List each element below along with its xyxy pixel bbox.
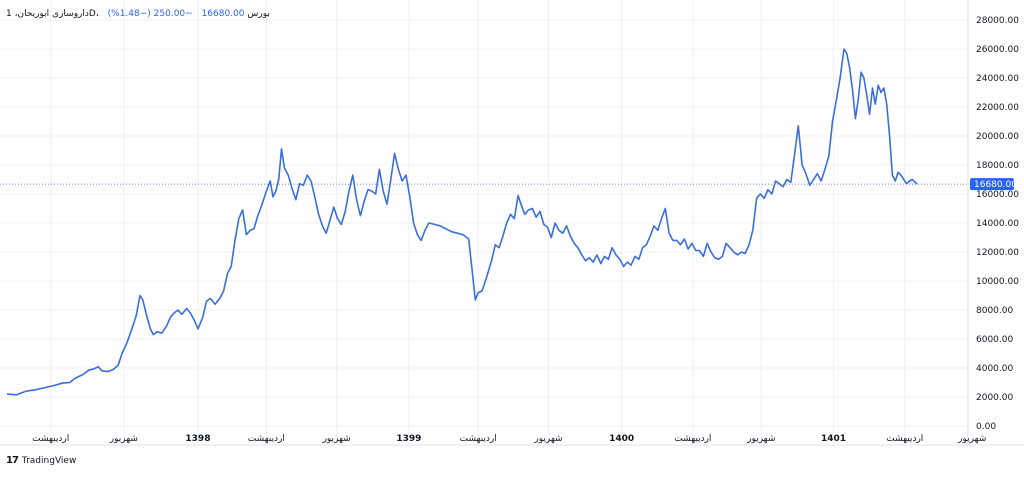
- x-tick-label: 1400: [609, 434, 634, 444]
- x-tick-label: شهریور: [746, 434, 775, 444]
- y-tick-label: 24000.00: [976, 74, 1019, 84]
- x-tick-label: اردیبهشت: [886, 434, 923, 444]
- y-tick-label: 16000.00: [976, 190, 1019, 200]
- y-tick-label: 6000.00: [976, 335, 1013, 345]
- last-price-badge: [970, 178, 1014, 191]
- tradingview-branding[interactable]: 17 TradingView: [6, 455, 76, 466]
- y-tick-label: 12000.00: [976, 248, 1019, 258]
- price-series-line: [6, 48, 918, 396]
- legend-change: −250.00 (−1.48%): [107, 9, 193, 19]
- x-tick-label: 1399: [396, 434, 421, 444]
- x-tick-label: 1398: [185, 434, 210, 444]
- x-axis: اردیبهشت شهریور 1398 اردیبهشت شهریور 1399 اردی…: [32, 434, 986, 444]
- x-tick-label: 1401: [821, 434, 846, 444]
- y-tick-label: 8000.00: [976, 306, 1013, 316]
- x-tick-label: شهریور: [533, 434, 562, 444]
- y-tick-label: 20000.00: [976, 132, 1019, 142]
- x-tick-label: شهریور: [322, 434, 351, 444]
- y-tick-label: 28000.00: [976, 16, 1019, 26]
- y-tick-label: 18000.00: [976, 161, 1019, 171]
- tradingview-logo-icon: 17: [6, 455, 19, 466]
- x-tick-label: شهریور: [109, 434, 138, 444]
- x-tick-label: اردیبهشت: [32, 434, 69, 444]
- x-tick-label: شهریور: [957, 434, 986, 444]
- x-tick-label: اردیبهشت: [674, 434, 711, 444]
- y-tick-label: 14000.00: [976, 219, 1019, 229]
- y-tick-label: 2000.00: [976, 393, 1013, 403]
- chart-legend: داروسازی ابوریحان، 1D، بورس 16680.00 −25…: [6, 9, 270, 19]
- x-tick-label: اردیبهشت: [460, 434, 497, 444]
- horizontal-grid: [0, 19, 968, 427]
- vertical-grid: [50, 0, 906, 445]
- legend-last-price: 16680.00: [201, 9, 245, 19]
- y-tick-label: 0.00: [976, 422, 996, 432]
- y-axis: 0.00 2000.00 4000.00 6000.00 8000.00 10000.00…: [976, 16, 1019, 432]
- y-tick-label: 10000.00: [976, 277, 1019, 287]
- symbol-title: داروسازی ابوریحان، 1D، بورس: [6, 9, 270, 19]
- y-tick-label: 22000.00: [976, 103, 1019, 113]
- tradingview-name: TradingView: [21, 455, 77, 466]
- y-tick-label: 26000.00: [976, 45, 1019, 55]
- last-price-label: 16680.00: [970, 178, 1017, 191]
- x-tick-label: اردیبهشت: [248, 434, 285, 444]
- last-price-badge-text: 16680.00: [974, 180, 1017, 190]
- y-tick-label: 4000.00: [976, 364, 1013, 374]
